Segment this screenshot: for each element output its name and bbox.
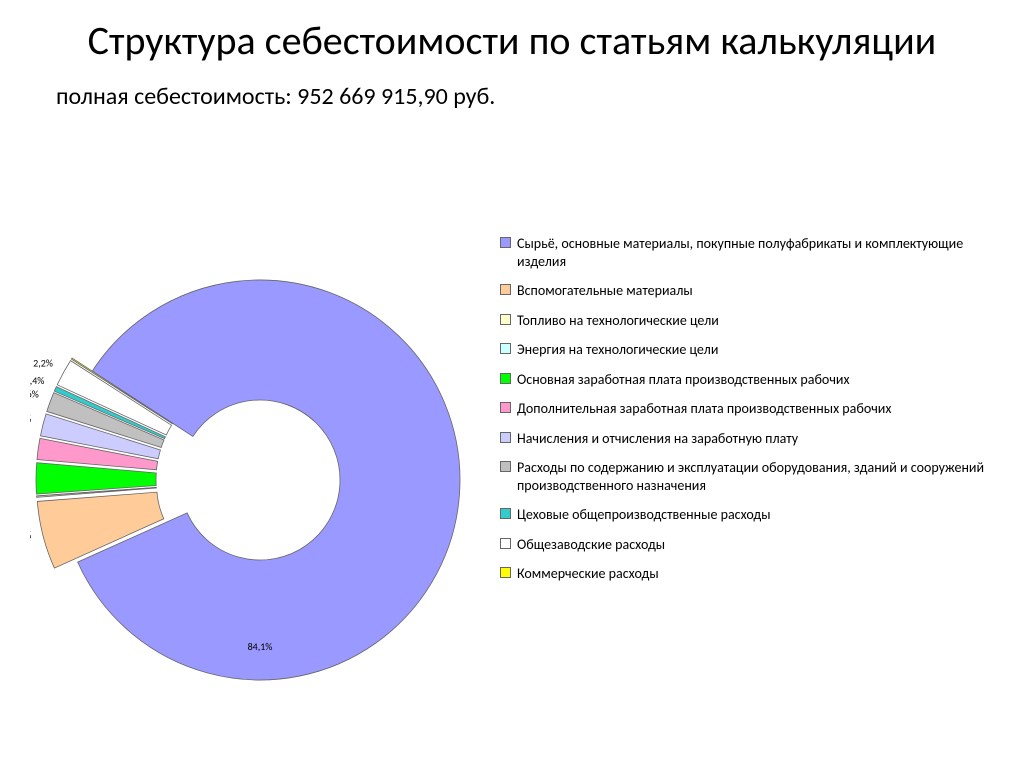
legend-label: Энергия на технологические цели bbox=[517, 341, 1010, 359]
legend-label: Основная заработная плата производственн… bbox=[517, 371, 1010, 389]
legend-label: Вспомогательные материалы bbox=[517, 282, 1010, 300]
legend-swatch bbox=[500, 284, 511, 295]
subtitle: полная себестоимость: 952 669 915,90 руб… bbox=[0, 64, 1024, 111]
legend-swatch bbox=[500, 432, 511, 443]
legend-item: Вспомогательные материалы bbox=[500, 282, 1010, 300]
legend-item: Топливо на технологические цели bbox=[500, 312, 1010, 330]
legend-item: Начисления и отчисления на заработную пл… bbox=[500, 430, 1010, 448]
legend-swatch bbox=[500, 508, 511, 519]
legend-swatch bbox=[500, 343, 511, 354]
legend-label: Коммерческие расходы bbox=[517, 565, 1010, 583]
legend-item: Расходы по содержанию и эксплуатации обо… bbox=[500, 459, 1010, 494]
legend-label: Цеховые общепроизводственные расходы bbox=[517, 506, 1010, 524]
legend-label: Расходы по содержанию и эксплуатации обо… bbox=[517, 459, 1010, 494]
slice-label: 2,2% bbox=[33, 357, 53, 370]
legend-swatch bbox=[500, 461, 511, 472]
legend-swatch bbox=[500, 314, 511, 325]
legend-label: Дополнительная заработная плата производ… bbox=[517, 400, 1010, 418]
legend-swatch bbox=[500, 373, 511, 384]
chart-legend: Сырьё, основные материалы, покупные полу… bbox=[500, 235, 1010, 595]
legend-item: Коммерческие расходы bbox=[500, 565, 1010, 583]
legend-item: Основная заработная плата производственн… bbox=[500, 371, 1010, 389]
legend-label: Топливо на технологические цели bbox=[517, 312, 1010, 330]
legend-swatch bbox=[500, 237, 511, 248]
slice-label: 1,6% bbox=[30, 388, 39, 401]
donut-svg: 84,1%5,5%0,1%2,5%1,7%1,8%1,6%0,4%2,2% bbox=[30, 220, 490, 740]
legend-label: Общезаводские расходы bbox=[517, 536, 1010, 554]
legend-label: Сырьё, основные материалы, покупные полу… bbox=[517, 235, 1010, 270]
legend-swatch bbox=[500, 538, 511, 549]
legend-swatch bbox=[500, 402, 511, 413]
legend-item: Энергия на технологические цели bbox=[500, 341, 1010, 359]
legend-item: Цеховые общепроизводственные расходы bbox=[500, 506, 1010, 524]
legend-item: Общезаводские расходы bbox=[500, 536, 1010, 554]
page-title: Структура себестоимости по статьям кальк… bbox=[0, 0, 1024, 64]
legend-item: Дополнительная заработная плата производ… bbox=[500, 400, 1010, 418]
legend-swatch bbox=[500, 567, 511, 578]
slice-label: 1,8% bbox=[30, 412, 31, 425]
slice-label: 84,1% bbox=[248, 640, 273, 653]
slice-label: 5,5% bbox=[30, 528, 31, 541]
donut-chart: 84,1%5,5%0,1%2,5%1,7%1,8%1,6%0,4%2,2% bbox=[30, 220, 490, 680]
legend-item: Сырьё, основные материалы, покупные полу… bbox=[500, 235, 1010, 270]
slice-label: 0,4% bbox=[30, 374, 44, 387]
legend-label: Начисления и отчисления на заработную пл… bbox=[517, 430, 1010, 448]
